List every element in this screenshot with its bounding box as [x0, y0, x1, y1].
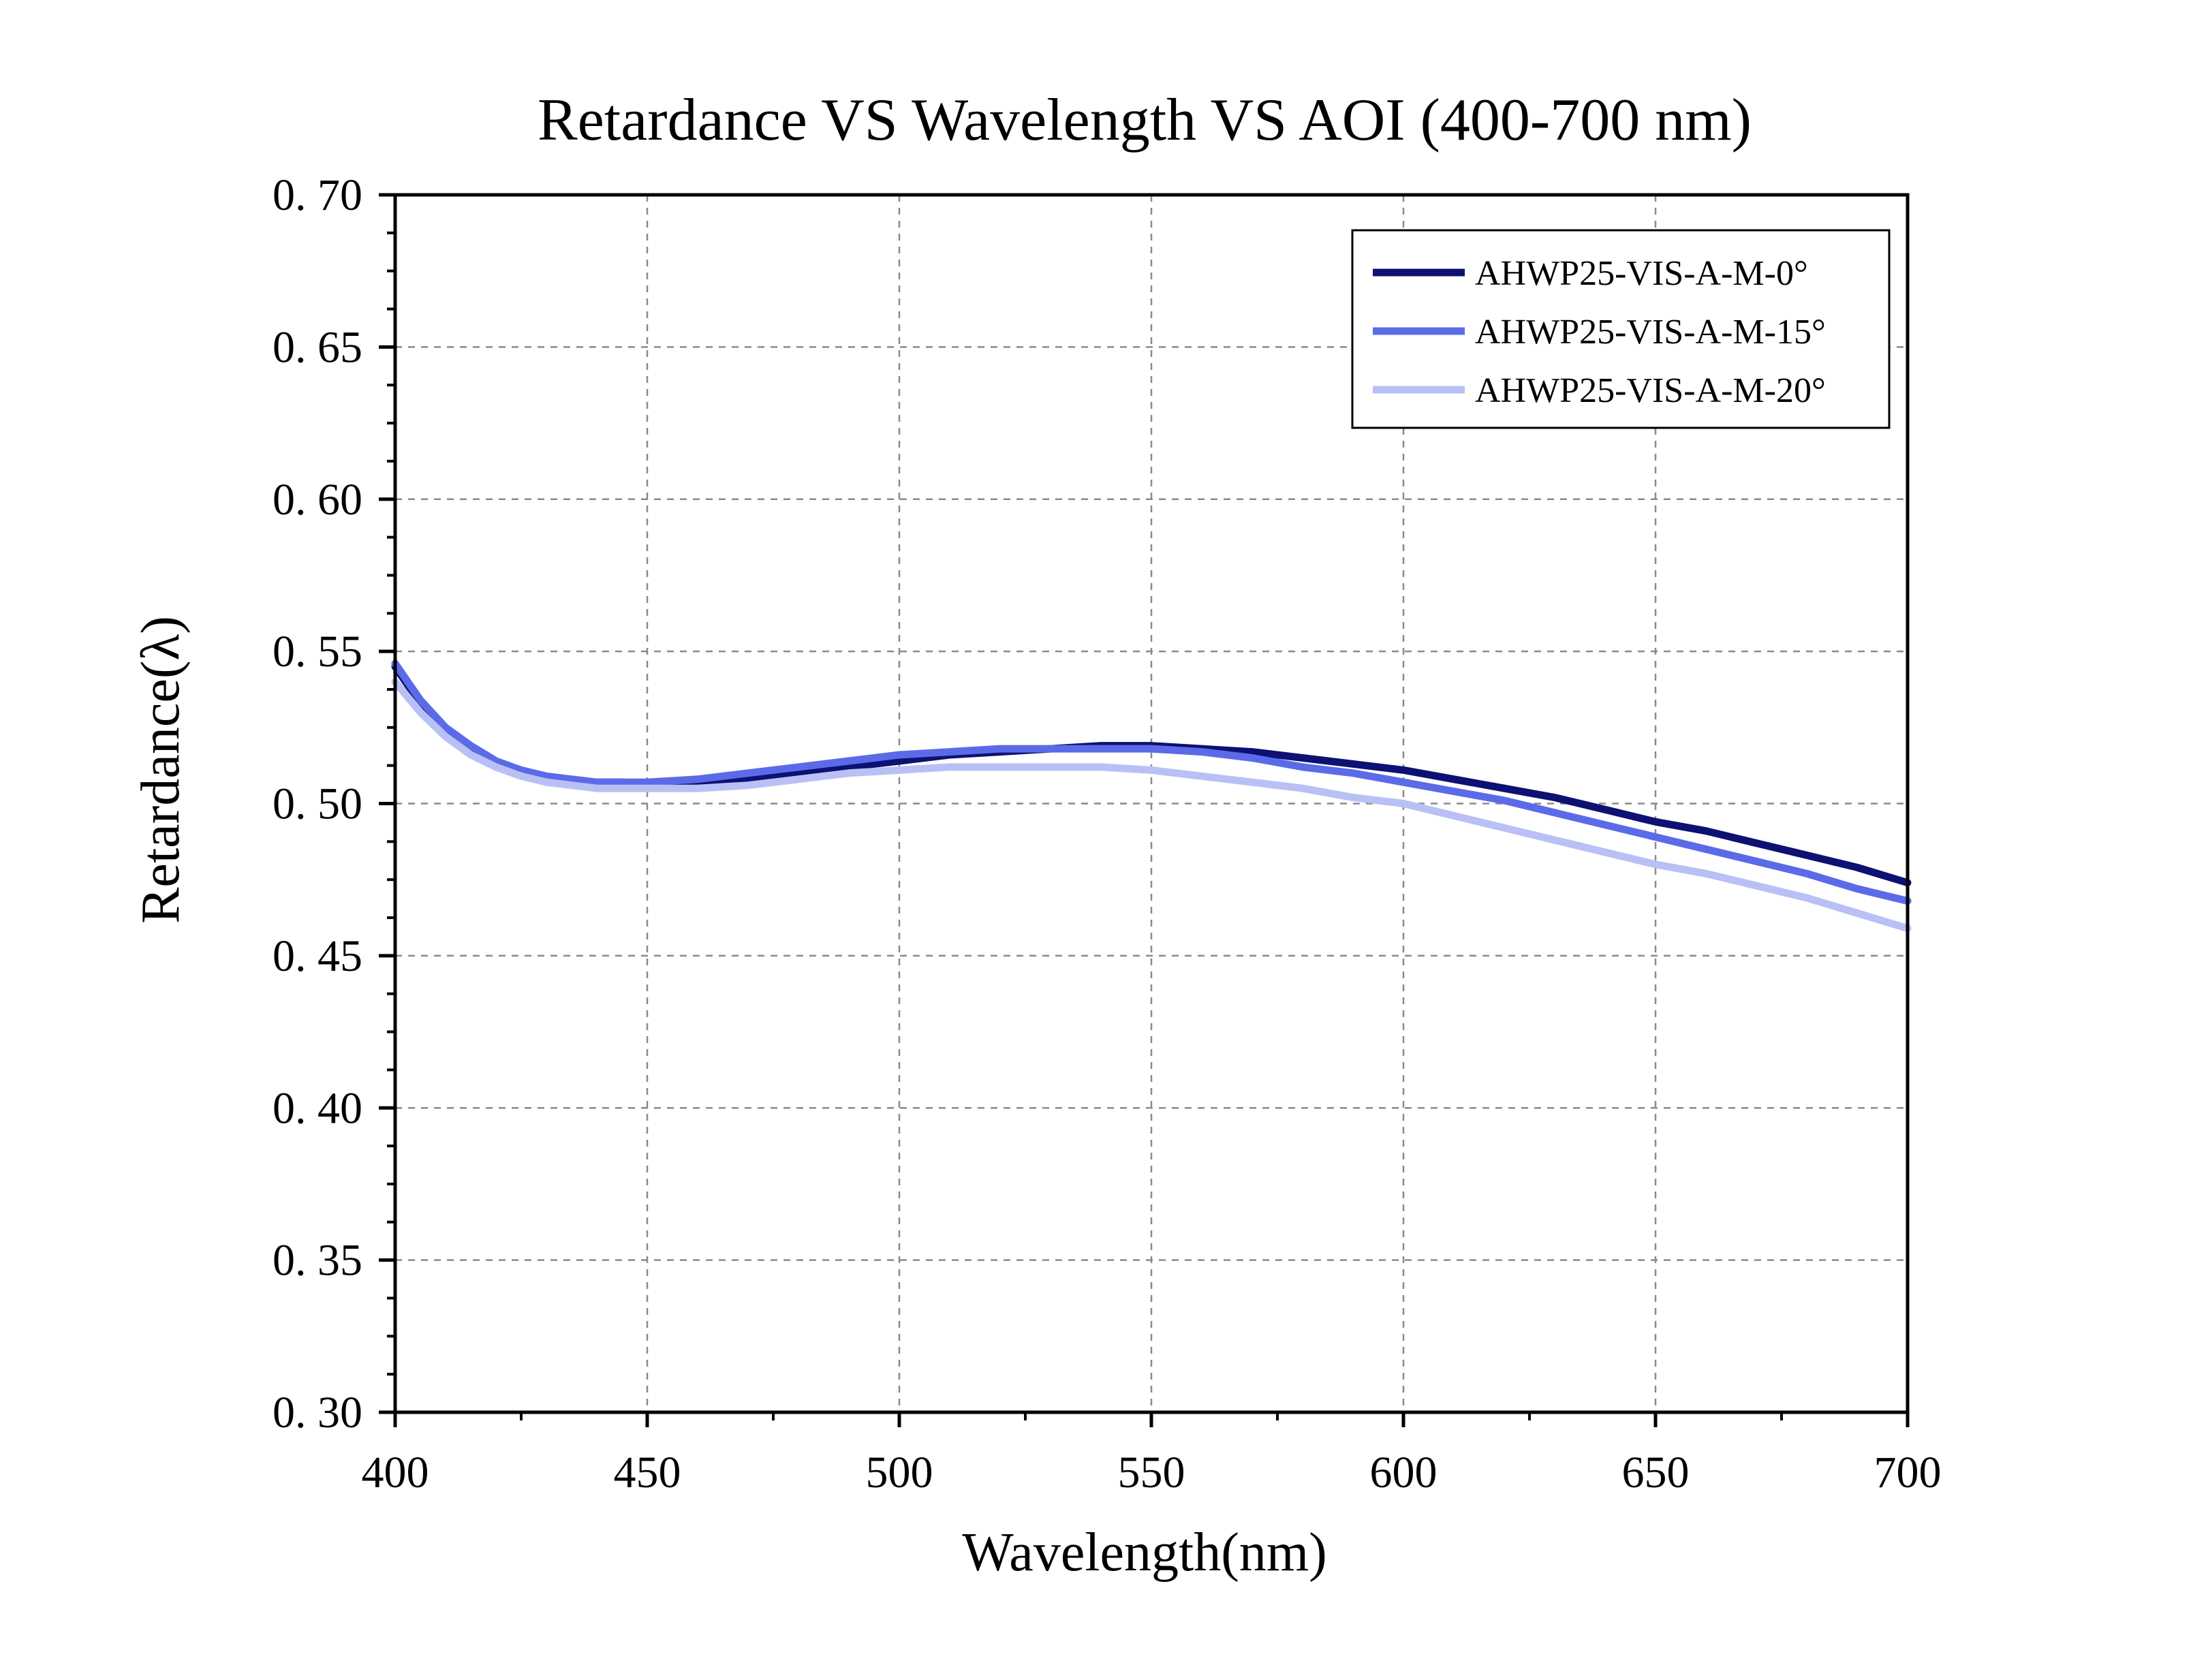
- x-tick-label: 550: [1118, 1448, 1185, 1497]
- x-axis-label: Wavelength(nm): [962, 1523, 1327, 1583]
- chart-title: Retardance VS Wavelength VS AOI (400-700…: [538, 87, 1752, 153]
- series-line-2: [391, 678, 1912, 933]
- y-tick-label: 0. 35: [273, 1236, 362, 1286]
- y-tick-label: 0. 60: [273, 475, 362, 525]
- y-tick-label: 0. 45: [273, 931, 362, 981]
- legend-label: AHWP25-VIS-A-M-15°: [1475, 313, 1826, 352]
- x-tick-label: 700: [1874, 1448, 1942, 1497]
- series-layer: [391, 659, 1912, 933]
- y-tick-label: 0. 30: [273, 1388, 362, 1437]
- y-tick-label: 0. 40: [273, 1083, 362, 1133]
- x-tick-label: 400: [362, 1448, 429, 1497]
- y-tick-label: 0. 50: [273, 779, 362, 829]
- y-tick-label: 0. 55: [273, 627, 362, 676]
- legend: AHWP25-VIS-A-M-0° AHWP25-VIS-A-M-15° AHWP2…: [1351, 229, 1891, 429]
- x-tick-label: 450: [614, 1448, 681, 1497]
- series-line-0: [391, 663, 1912, 887]
- legend-label: AHWP25-VIS-A-M-20°: [1475, 371, 1826, 410]
- x-tick-label: 600: [1370, 1448, 1438, 1497]
- y-tick-label: 0. 70: [273, 170, 362, 220]
- x-tick-label: 500: [866, 1448, 933, 1497]
- tick-layer: 400 450 500 550 600 650 700 0. 30 0. 35 0. 40 0. 4…: [273, 170, 1942, 1497]
- legend-label: AHWP25-VIS-A-M-0°: [1475, 254, 1808, 293]
- y-axis-label: Retardance(λ): [131, 616, 191, 924]
- x-tick-label: 650: [1622, 1448, 1690, 1497]
- series-line-1: [391, 659, 1912, 905]
- y-tick-label: 0. 65: [273, 322, 362, 372]
